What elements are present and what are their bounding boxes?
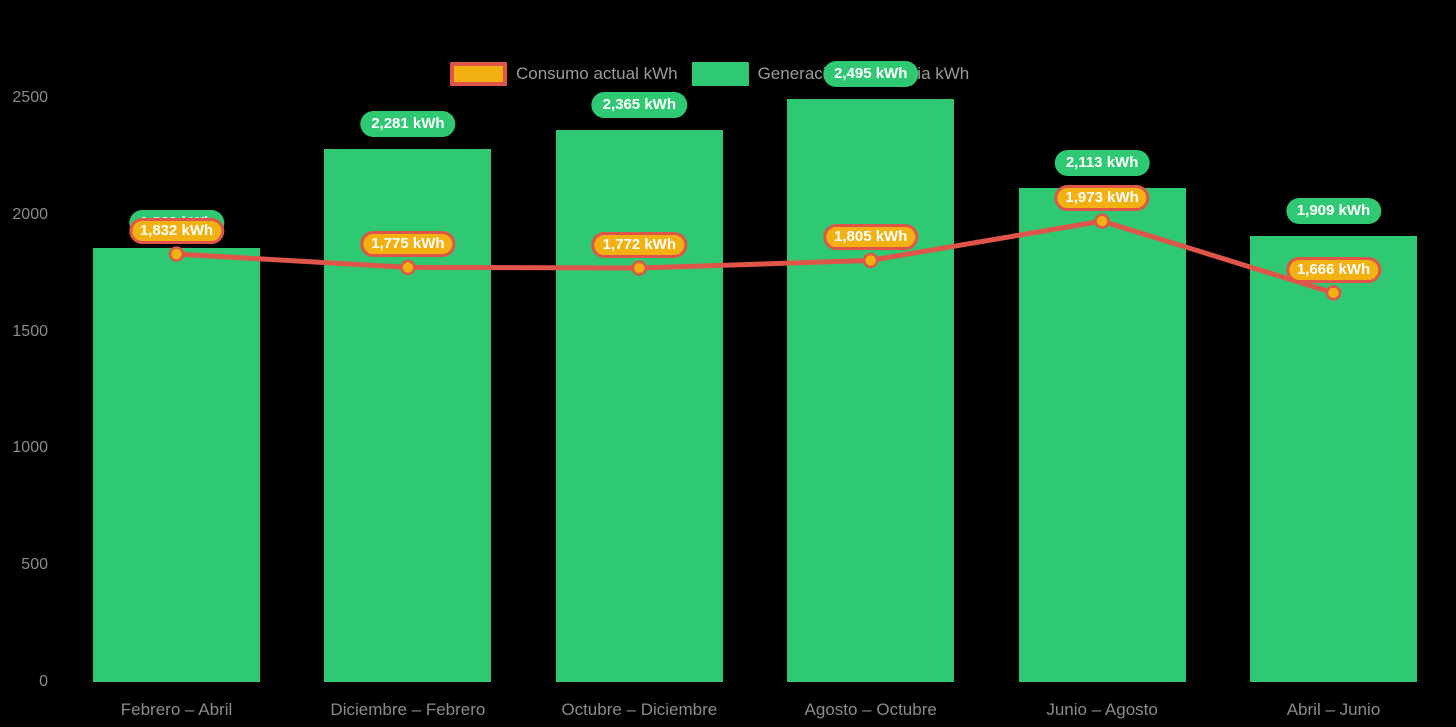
bar-octubre-diciembre[interactable] [555,129,723,682]
x-label-diciembre-febrero: Diciembre – Febrero [330,700,486,719]
generation-value-label: 2,113 kWh [1054,150,1150,177]
generation-value-label: 2,365 kWh [591,91,687,118]
y-tick-1000: 1000 [12,439,48,457]
legend-item-consumo[interactable]: Consumo actual kWh [450,62,678,86]
consumption-value-label: 1,973 kWh [1054,185,1150,212]
legend-label-consumo: Consumo actual kWh [516,64,678,83]
consumption-value-label: 1,805 kWh [823,224,919,251]
y-tick-500: 500 [21,556,48,574]
y-tick-2000: 2000 [12,205,48,223]
y-tick-2500: 2500 [12,89,48,106]
bar-febrero-abril[interactable] [93,247,260,682]
y-tick-1500: 1500 [12,322,48,340]
generation-value-label: 2,495 kWh [823,61,919,88]
x-label-abril-junio: Abril – Junio [1286,700,1381,719]
bar-agosto-octubre[interactable] [787,99,955,682]
generation-value-label: 1,909 kWh [1285,198,1382,225]
x-label-febrero-abril: Febrero – Abril [120,700,233,719]
generation-value-label: 2,281 kWh [360,111,456,138]
legend-swatch-generacion [691,62,749,86]
consumption-value-label: 1,775 kWh [360,231,456,258]
consumption-value-label: 1,772 kWh [591,232,687,259]
bar-abril-junio[interactable] [1250,236,1417,682]
consumption-line-point[interactable] [862,252,879,269]
consumption-value-label: 1,832 kWh [128,218,225,245]
consumption-line-point[interactable] [631,260,648,276]
bar-junio-agosto[interactable] [1018,188,1186,682]
legend-swatch-consumo [450,62,507,86]
x-label-agosto-octubre: Agosto – Octubre [804,700,937,719]
consumption-line-point[interactable] [1325,285,1342,301]
consumption-value-label: 1,666 kWh [1285,256,1382,283]
consumption-line-point[interactable] [168,246,185,262]
bar-diciembre-febrero[interactable] [324,149,492,682]
y-tick-0: 0 [39,673,48,690]
x-label-junio-agosto: Junio – Agosto [1046,700,1158,719]
consumption-line-point[interactable] [1094,213,1110,229]
consumption-line-point[interactable] [400,259,416,276]
x-label-octubre-diciembre: Octubre – Diciembre [561,700,718,719]
